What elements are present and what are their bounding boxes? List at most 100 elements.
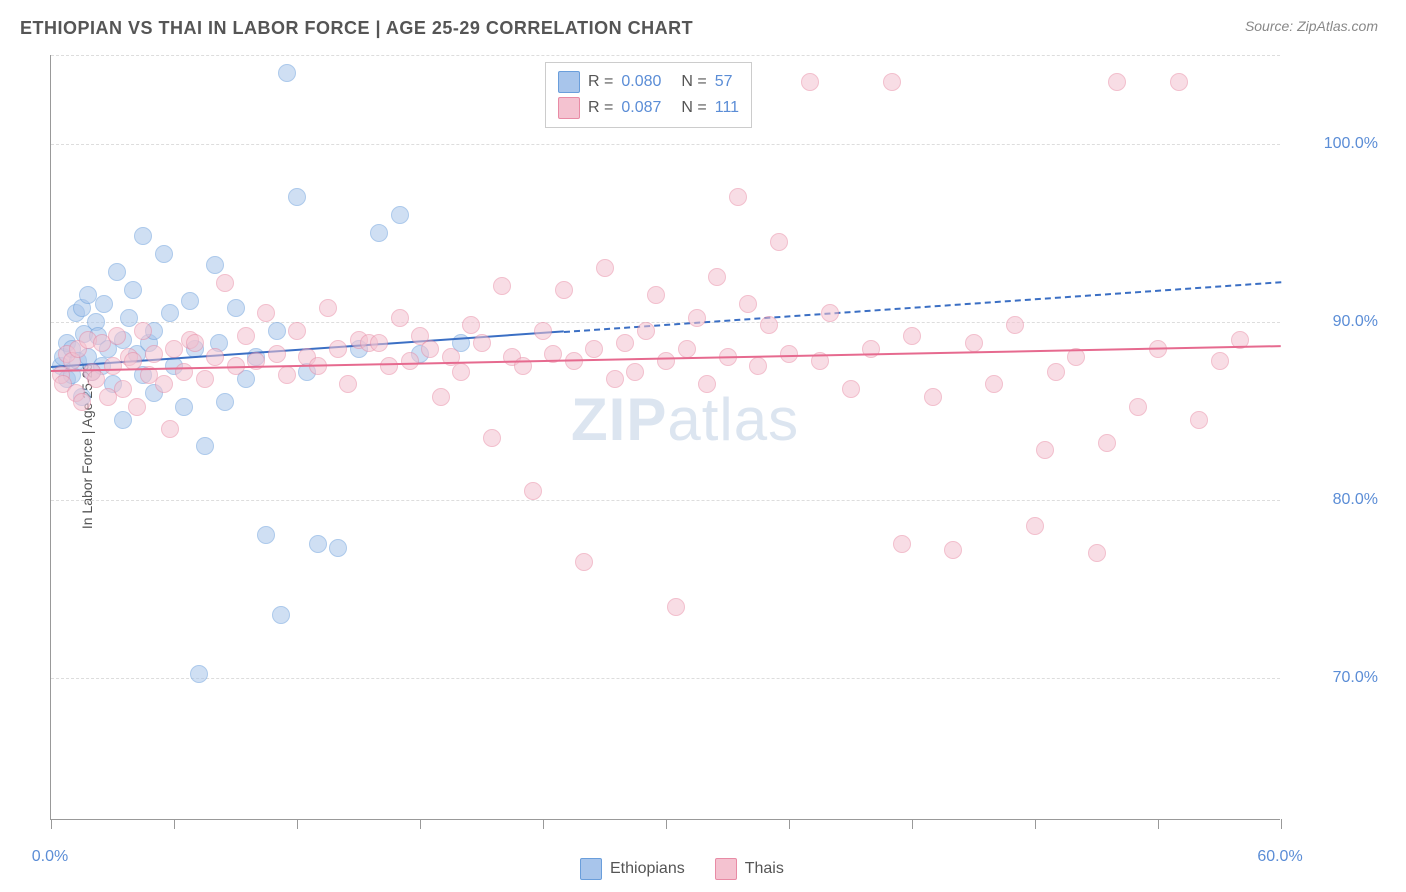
legend-n-label: N = <box>681 99 706 117</box>
data-point <box>903 327 921 345</box>
legend-n-value: 111 <box>715 99 739 117</box>
data-point <box>278 366 296 384</box>
data-point <box>134 227 152 245</box>
data-point <box>145 345 163 363</box>
y-tick-label: 80.0% <box>1333 491 1378 509</box>
data-point <box>749 357 767 375</box>
data-point <box>114 411 132 429</box>
data-point <box>257 304 275 322</box>
data-point <box>534 322 552 340</box>
data-point <box>391 206 409 224</box>
data-point <box>483 429 501 447</box>
data-point <box>268 345 286 363</box>
data-point <box>155 245 173 263</box>
data-point <box>924 388 942 406</box>
data-point <box>108 263 126 281</box>
data-point <box>729 188 747 206</box>
data-point <box>329 340 347 358</box>
watermark-bold: ZIP <box>571 386 667 453</box>
legend-stats-row: R = 0.087N = 111 <box>558 95 739 121</box>
data-point <box>175 398 193 416</box>
data-point <box>770 233 788 251</box>
data-point <box>79 286 97 304</box>
data-point <box>237 327 255 345</box>
data-point <box>227 299 245 317</box>
data-point <box>944 541 962 559</box>
data-point <box>1190 411 1208 429</box>
gridline <box>51 55 1280 56</box>
data-point <box>161 420 179 438</box>
data-point <box>1036 441 1054 459</box>
data-point <box>196 437 214 455</box>
x-tick-mark <box>1158 819 1159 829</box>
data-point <box>985 375 1003 393</box>
data-point <box>708 268 726 286</box>
chart-source: Source: ZipAtlas.com <box>1245 18 1378 34</box>
data-point <box>391 309 409 327</box>
data-point <box>657 352 675 370</box>
data-point <box>370 224 388 242</box>
data-point <box>186 334 204 352</box>
watermark-rest: atlas <box>667 386 799 453</box>
data-point <box>462 316 480 334</box>
data-point <box>206 348 224 366</box>
legend-series-item: Thais <box>715 858 784 880</box>
x-tick-mark <box>297 819 298 829</box>
data-point <box>1170 73 1188 91</box>
data-point <box>206 256 224 274</box>
data-point <box>801 73 819 91</box>
data-point <box>842 380 860 398</box>
data-point <box>1026 517 1044 535</box>
data-point <box>87 370 105 388</box>
data-point <box>1006 316 1024 334</box>
data-point <box>268 322 286 340</box>
gridline <box>51 144 1280 145</box>
data-point <box>1108 73 1126 91</box>
chart-container: ETHIOPIAN VS THAI IN LABOR FORCE | AGE 2… <box>0 0 1406 892</box>
y-tick-label: 70.0% <box>1333 669 1378 687</box>
legend-swatch <box>715 858 737 880</box>
x-tick-mark <box>912 819 913 829</box>
data-point <box>272 606 290 624</box>
data-point <box>181 292 199 310</box>
legend-swatch <box>558 97 580 119</box>
data-point <box>278 64 296 82</box>
trendline <box>563 281 1281 333</box>
gridline <box>51 678 1280 679</box>
legend-swatch <box>580 858 602 880</box>
y-tick-label: 90.0% <box>1333 313 1378 331</box>
data-point <box>647 286 665 304</box>
legend-series-label: Thais <box>745 860 784 878</box>
legend-n-label: N = <box>681 73 706 91</box>
data-point <box>1211 352 1229 370</box>
legend-series-label: Ethiopians <box>610 860 685 878</box>
data-point <box>678 340 696 358</box>
data-point <box>585 340 603 358</box>
data-point <box>108 327 126 345</box>
data-point <box>175 363 193 381</box>
data-point <box>216 274 234 292</box>
x-tick-mark <box>1281 819 1282 829</box>
data-point <box>190 665 208 683</box>
data-point <box>309 535 327 553</box>
data-point <box>73 393 91 411</box>
chart-title: ETHIOPIAN VS THAI IN LABOR FORCE | AGE 2… <box>20 18 693 39</box>
data-point <box>893 535 911 553</box>
data-point <box>421 340 439 358</box>
data-point <box>760 316 778 334</box>
data-point <box>370 334 388 352</box>
data-point <box>965 334 983 352</box>
legend-series-item: Ethiopians <box>580 858 685 880</box>
x-tick-mark <box>666 819 667 829</box>
data-point <box>1098 434 1116 452</box>
data-point <box>339 375 357 393</box>
data-point <box>1047 363 1065 381</box>
data-point <box>432 388 450 406</box>
data-point <box>780 345 798 363</box>
data-point <box>575 553 593 571</box>
gridline <box>51 500 1280 501</box>
legend-r-label: R = <box>588 99 613 117</box>
data-point <box>698 375 716 393</box>
x-tick-mark <box>174 819 175 829</box>
data-point <box>319 299 337 317</box>
